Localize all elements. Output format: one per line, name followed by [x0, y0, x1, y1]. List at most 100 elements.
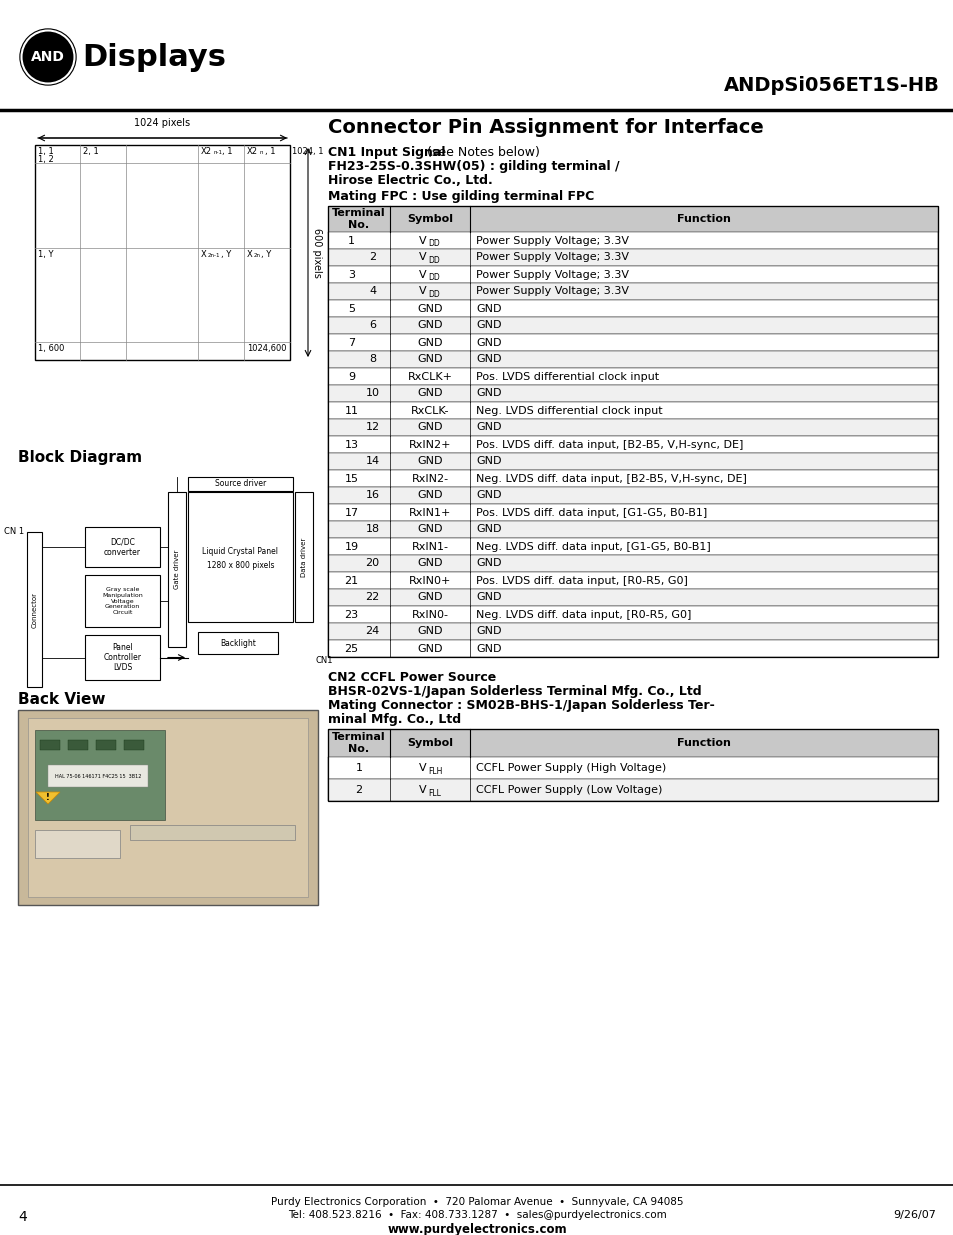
Text: 600 pixels: 600 pixels — [312, 227, 322, 278]
Text: RxIN1-: RxIN1- — [411, 541, 448, 552]
Text: Purdy Electronics Corporation  •  720 Palomar Avenue  •  Sunnyvale, CA 94085: Purdy Electronics Corporation • 720 Palo… — [271, 1197, 682, 1207]
Bar — [188, 477, 293, 492]
Text: 1024, 1: 1024, 1 — [292, 147, 323, 156]
Bar — [85, 527, 160, 567]
Bar — [328, 436, 937, 453]
Bar — [328, 317, 937, 333]
Bar — [328, 368, 937, 385]
Text: Gray scale
Manipulation
Voltage
Generation
Circuit: Gray scale Manipulation Voltage Generati… — [102, 587, 143, 615]
Text: V: V — [419, 236, 427, 246]
Text: FLL: FLL — [428, 788, 440, 798]
Text: DC/DC
converter: DC/DC converter — [104, 537, 141, 557]
Text: !: ! — [46, 793, 50, 802]
Text: DD: DD — [428, 240, 439, 248]
Text: 23: 23 — [344, 610, 358, 620]
Text: www.purdyelectronics.com: www.purdyelectronics.com — [387, 1223, 566, 1235]
Text: GND: GND — [476, 354, 501, 364]
Text: Neg. LVDS diff. data input, [R0-R5, G0]: Neg. LVDS diff. data input, [R0-R5, G0] — [476, 610, 691, 620]
Text: GND: GND — [416, 593, 442, 603]
Text: Hirose Electric Co., Ltd.: Hirose Electric Co., Ltd. — [328, 174, 493, 186]
Text: RxIN0+: RxIN0+ — [409, 576, 451, 585]
Text: GND: GND — [476, 337, 501, 347]
Bar — [328, 504, 937, 521]
Bar — [198, 632, 277, 655]
Text: HAL 75-06 146171 F4C25 15  3B12: HAL 75-06 146171 F4C25 15 3B12 — [54, 773, 141, 778]
Bar — [328, 419, 937, 436]
Text: DD: DD — [428, 290, 439, 299]
Text: DD: DD — [428, 273, 439, 282]
Text: Pos. LVDS diff. data input, [R0-R5, G0]: Pos. LVDS diff. data input, [R0-R5, G0] — [476, 576, 687, 585]
Text: , Y: , Y — [261, 249, 271, 259]
Bar — [68, 740, 88, 750]
Text: 2: 2 — [355, 785, 362, 795]
Text: Gate driver: Gate driver — [173, 550, 180, 589]
Text: 1, 1: 1, 1 — [38, 147, 53, 156]
Bar — [328, 757, 937, 779]
Text: GND: GND — [416, 626, 442, 636]
Text: GND: GND — [416, 457, 442, 467]
Text: GND: GND — [476, 457, 501, 467]
Text: GND: GND — [416, 337, 442, 347]
Text: GND: GND — [476, 626, 501, 636]
Text: GND: GND — [476, 321, 501, 331]
Bar — [328, 555, 937, 572]
Bar — [328, 622, 937, 640]
Text: GND: GND — [416, 321, 442, 331]
Text: CN2 CCFL Power Source: CN2 CCFL Power Source — [328, 671, 496, 684]
Text: Power Supply Voltage; 3.3V: Power Supply Voltage; 3.3V — [476, 269, 628, 279]
Text: 22: 22 — [365, 593, 379, 603]
Text: RxIN1+: RxIN1+ — [409, 508, 451, 517]
Text: Tel: 408.523.8216  •  Fax: 408.733.1287  •  sales@purdyelectronics.com: Tel: 408.523.8216 • Fax: 408.733.1287 • … — [287, 1210, 666, 1220]
Bar — [328, 206, 937, 232]
Bar — [294, 492, 313, 622]
Text: 20: 20 — [365, 558, 379, 568]
Text: n-1: n-1 — [213, 149, 223, 156]
Bar — [85, 576, 160, 627]
Text: Neg. LVDS differential clock input: Neg. LVDS differential clock input — [476, 405, 662, 415]
Text: RxIN2+: RxIN2+ — [408, 440, 451, 450]
Text: 3: 3 — [348, 269, 355, 279]
Text: 2n-1: 2n-1 — [208, 253, 220, 258]
Text: 7: 7 — [348, 337, 355, 347]
Bar — [328, 249, 937, 266]
Bar — [96, 740, 116, 750]
Text: Pos. LVDS diff. data input, [B2-B5, V,H-sync, DE]: Pos. LVDS diff. data input, [B2-B5, V,H-… — [476, 440, 742, 450]
Bar — [328, 729, 937, 802]
Bar — [48, 764, 148, 787]
Text: CN1 Input Signal: CN1 Input Signal — [328, 146, 445, 159]
Bar — [35, 830, 120, 858]
Bar — [328, 779, 937, 802]
Text: 9: 9 — [348, 372, 355, 382]
Text: 1, Y: 1, Y — [38, 249, 53, 259]
Text: 8: 8 — [369, 354, 375, 364]
Text: GND: GND — [476, 422, 501, 432]
Text: 1, 600: 1, 600 — [38, 345, 64, 353]
Text: , 1: , 1 — [265, 147, 275, 156]
Bar — [124, 740, 144, 750]
Bar — [328, 232, 937, 249]
Text: DD: DD — [428, 256, 439, 266]
Text: 1024,600: 1024,600 — [247, 345, 286, 353]
Bar — [28, 718, 308, 897]
Text: 1024 pixels: 1024 pixels — [134, 119, 191, 128]
Circle shape — [20, 28, 76, 85]
Text: GND: GND — [476, 490, 501, 500]
Text: (see Notes below): (see Notes below) — [422, 146, 539, 159]
Polygon shape — [36, 792, 60, 804]
Text: , 1: , 1 — [222, 147, 233, 156]
Text: X: X — [247, 249, 253, 259]
Text: 4: 4 — [369, 287, 375, 296]
Text: BHSR-02VS-1/Japan Solderless Terminal Mfg. Co., Ltd: BHSR-02VS-1/Japan Solderless Terminal Mf… — [328, 685, 700, 698]
Text: 17: 17 — [344, 508, 358, 517]
Text: GND: GND — [416, 558, 442, 568]
Text: Terminal
No.: Terminal No. — [332, 209, 385, 230]
Text: 14: 14 — [365, 457, 379, 467]
Text: CN1: CN1 — [315, 656, 334, 664]
Text: V: V — [419, 763, 427, 773]
Bar — [328, 403, 937, 419]
Text: Panel
Controller
LVDS: Panel Controller LVDS — [103, 642, 141, 672]
Text: RxIN0-: RxIN0- — [411, 610, 448, 620]
Text: Connector Pin Assignment for Interface: Connector Pin Assignment for Interface — [328, 119, 763, 137]
Text: V: V — [419, 785, 427, 795]
Text: V: V — [419, 252, 427, 263]
